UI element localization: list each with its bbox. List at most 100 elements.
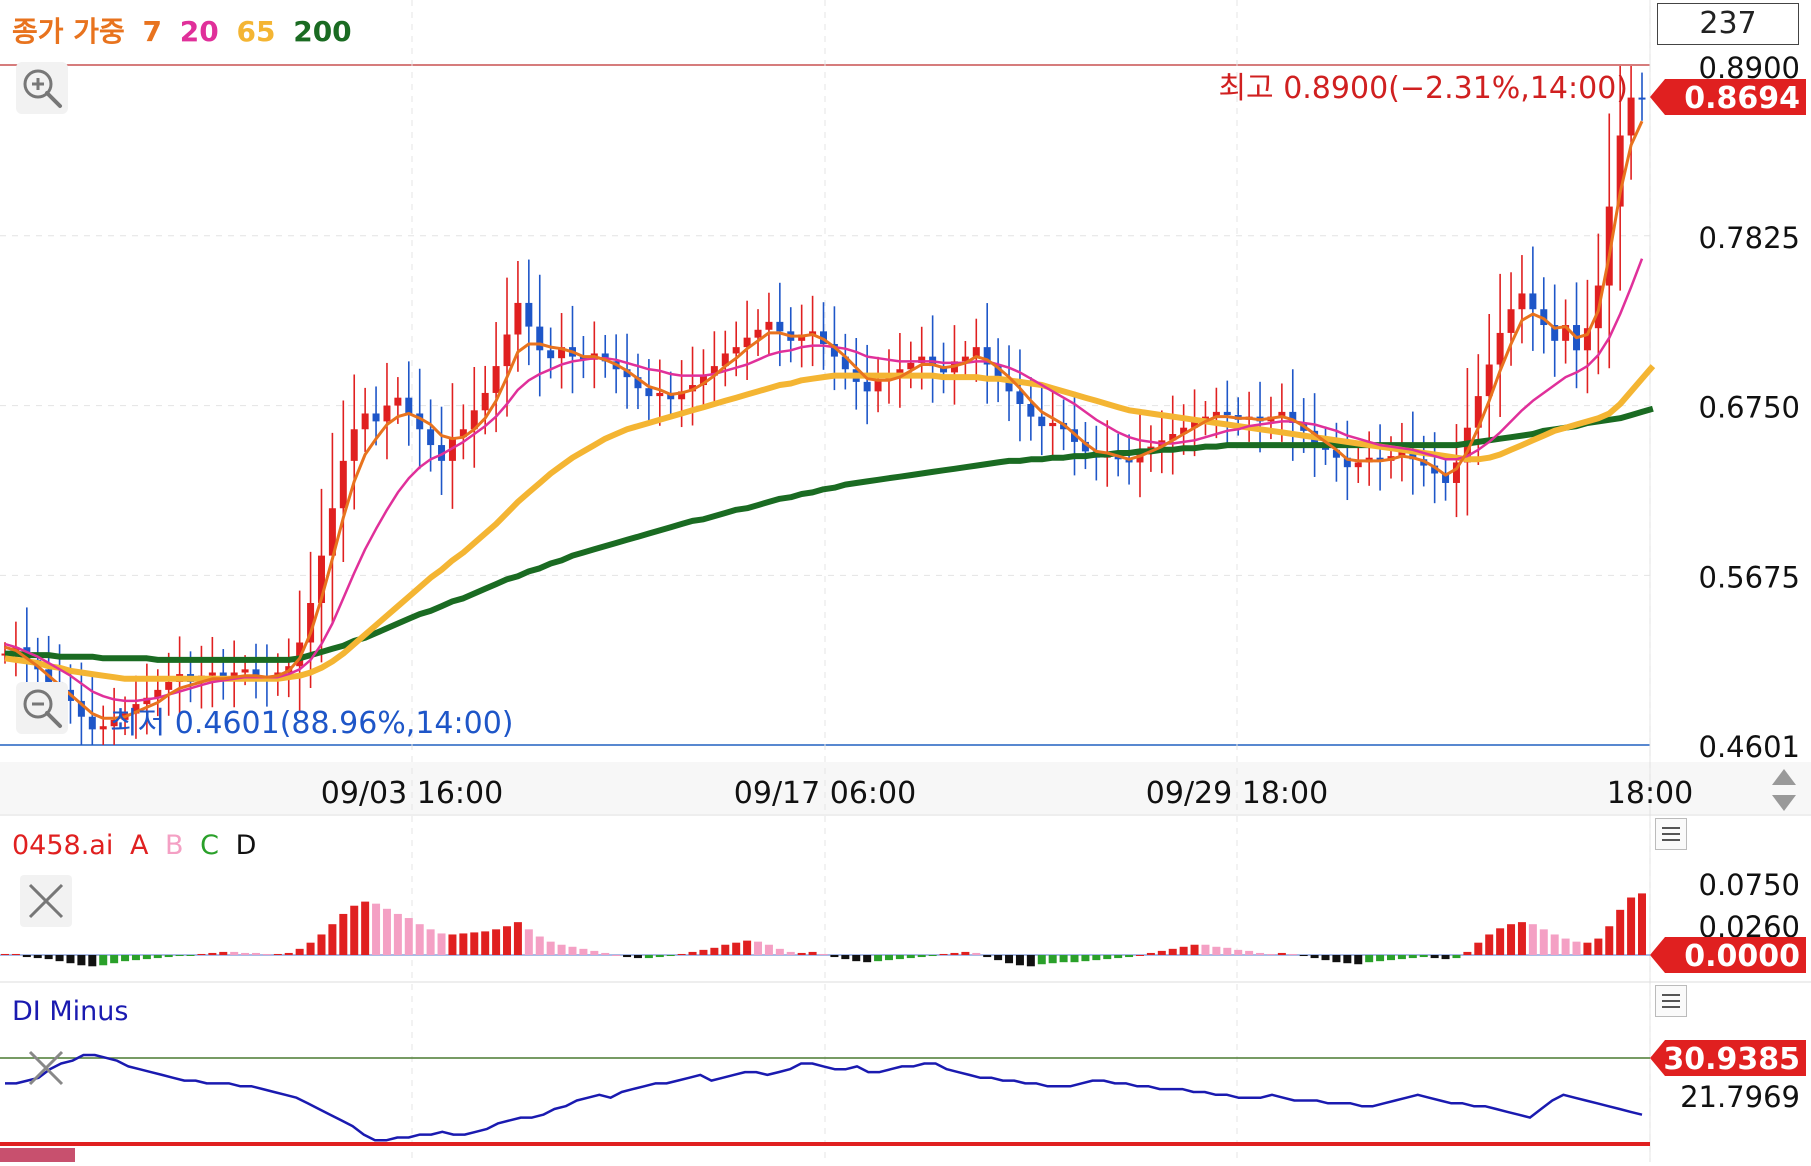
candle-body xyxy=(907,362,915,370)
ai-histogram-bar xyxy=(906,955,915,959)
ai-histogram-bar xyxy=(295,948,304,955)
ai-histogram-bar xyxy=(568,946,577,955)
ai-histogram-bar xyxy=(808,951,817,955)
ai-histogram-bar xyxy=(677,953,686,955)
time-axis-band xyxy=(0,762,1811,814)
ai-histogram-bar xyxy=(1452,955,1461,959)
candle-body xyxy=(1474,396,1482,428)
ai-histogram-bar xyxy=(208,952,217,955)
ai-histogram-bar xyxy=(197,953,206,955)
candle-body xyxy=(1223,411,1231,416)
candle-body xyxy=(536,326,544,351)
ai-histogram-bar xyxy=(492,929,501,955)
candle-body xyxy=(1638,97,1646,100)
ai-histogram-bar xyxy=(579,948,588,955)
scrollbar-thumb[interactable] xyxy=(0,1148,75,1162)
candle-body xyxy=(1343,457,1351,468)
ai-histogram-bar xyxy=(1059,955,1068,963)
ai-histogram-bar xyxy=(721,944,730,955)
ai-histogram-bar xyxy=(623,955,632,958)
candle-body xyxy=(896,369,904,376)
candle-body xyxy=(1081,441,1089,452)
ai-histogram-bar xyxy=(1638,893,1646,955)
ai-histogram-bar xyxy=(688,951,697,955)
candle-body xyxy=(219,672,227,679)
ai-histogram-bar xyxy=(1419,955,1428,958)
candle-body xyxy=(1529,293,1537,310)
ai-histogram-bar xyxy=(1168,948,1177,955)
candle-body xyxy=(350,429,358,461)
candle-body xyxy=(230,672,238,679)
candle-body xyxy=(88,716,96,730)
ai-histogram-bar xyxy=(1408,955,1417,959)
candle-body xyxy=(1452,462,1460,483)
ai-histogram-bar xyxy=(99,955,108,966)
di-panel-menu-icon[interactable] xyxy=(1655,985,1687,1017)
candle-body xyxy=(405,397,413,414)
ai-histogram-bar xyxy=(1474,942,1483,955)
close-indicator-ai-icon[interactable] xyxy=(20,875,72,927)
ai-histogram-bar xyxy=(33,955,42,959)
ai-histogram-bar xyxy=(306,942,315,955)
candle-body xyxy=(1169,434,1177,441)
ai-histogram-bar xyxy=(1528,924,1537,955)
zoom-in-icon[interactable] xyxy=(16,62,68,114)
scroll-arrows-icon[interactable] xyxy=(1768,765,1800,815)
ai-histogram-bar xyxy=(1507,924,1516,955)
ai-panel-menu-icon[interactable] xyxy=(1655,818,1687,850)
candle-body xyxy=(1496,332,1504,365)
ai-histogram-bar xyxy=(1539,929,1548,955)
candle-body xyxy=(1442,473,1450,483)
candle-body xyxy=(1027,403,1035,417)
ai-histogram-bar xyxy=(874,955,883,962)
zoom-out-icon[interactable] xyxy=(16,682,68,734)
candle-body xyxy=(645,388,653,397)
ai-histogram-bar xyxy=(972,952,981,955)
ai-histogram-bar xyxy=(317,934,326,955)
current-price-tag xyxy=(1650,79,1806,115)
bar-count-box[interactable]: 237 xyxy=(1657,3,1799,45)
ai-histogram-bar xyxy=(1594,938,1603,955)
ai-histogram-bar xyxy=(361,901,370,955)
candle-body xyxy=(1049,422,1057,427)
ai-histogram-bar xyxy=(448,934,457,955)
candle-body xyxy=(459,429,467,438)
candle-body xyxy=(1038,416,1046,427)
time-axis-tick-label: 09/29 18:00 xyxy=(1146,776,1328,811)
candle-body xyxy=(972,347,980,357)
candle-body xyxy=(667,392,675,400)
ai-histogram-bar xyxy=(1561,938,1570,955)
candle-body xyxy=(1125,459,1133,463)
ai-histogram-bar xyxy=(1037,955,1046,965)
legend-ma200: 200 xyxy=(293,15,352,48)
ai-current-value-label: 0.0000 xyxy=(1684,939,1800,974)
ai-histogram-bar xyxy=(230,951,239,955)
candle-body xyxy=(416,413,424,430)
candle-body xyxy=(1551,325,1559,341)
candle-body xyxy=(634,377,642,389)
ai-histogram-bar xyxy=(1343,955,1352,964)
ai-histogram-bar xyxy=(153,955,162,959)
ai-histogram-bar xyxy=(644,955,653,959)
ai-histogram-bar xyxy=(666,955,675,957)
ai-histogram-bar xyxy=(601,952,610,955)
candle-body xyxy=(830,343,838,357)
candle-body xyxy=(438,445,446,461)
candle-body xyxy=(776,321,784,332)
price-axis-tick-label: 0.4601 xyxy=(1699,730,1800,764)
ai-histogram-bar xyxy=(470,932,479,955)
candle-body xyxy=(841,356,849,370)
candle-body xyxy=(208,672,216,676)
candle-body xyxy=(132,704,140,714)
candle-body xyxy=(732,347,740,354)
ai-histogram-bar xyxy=(1627,897,1636,955)
ai-histogram-bar xyxy=(459,933,468,955)
ai-histogram-bar xyxy=(22,955,31,958)
close-indicator-di-icon[interactable] xyxy=(20,1042,72,1094)
ai-histogram-bar xyxy=(1397,955,1406,960)
ai-histogram-bar xyxy=(1048,955,1057,964)
ai-histogram-bar xyxy=(503,926,512,955)
ai-histogram-bar xyxy=(1354,955,1363,965)
ai-histogram-bar xyxy=(186,955,195,956)
ai-histogram-bar xyxy=(524,929,533,955)
